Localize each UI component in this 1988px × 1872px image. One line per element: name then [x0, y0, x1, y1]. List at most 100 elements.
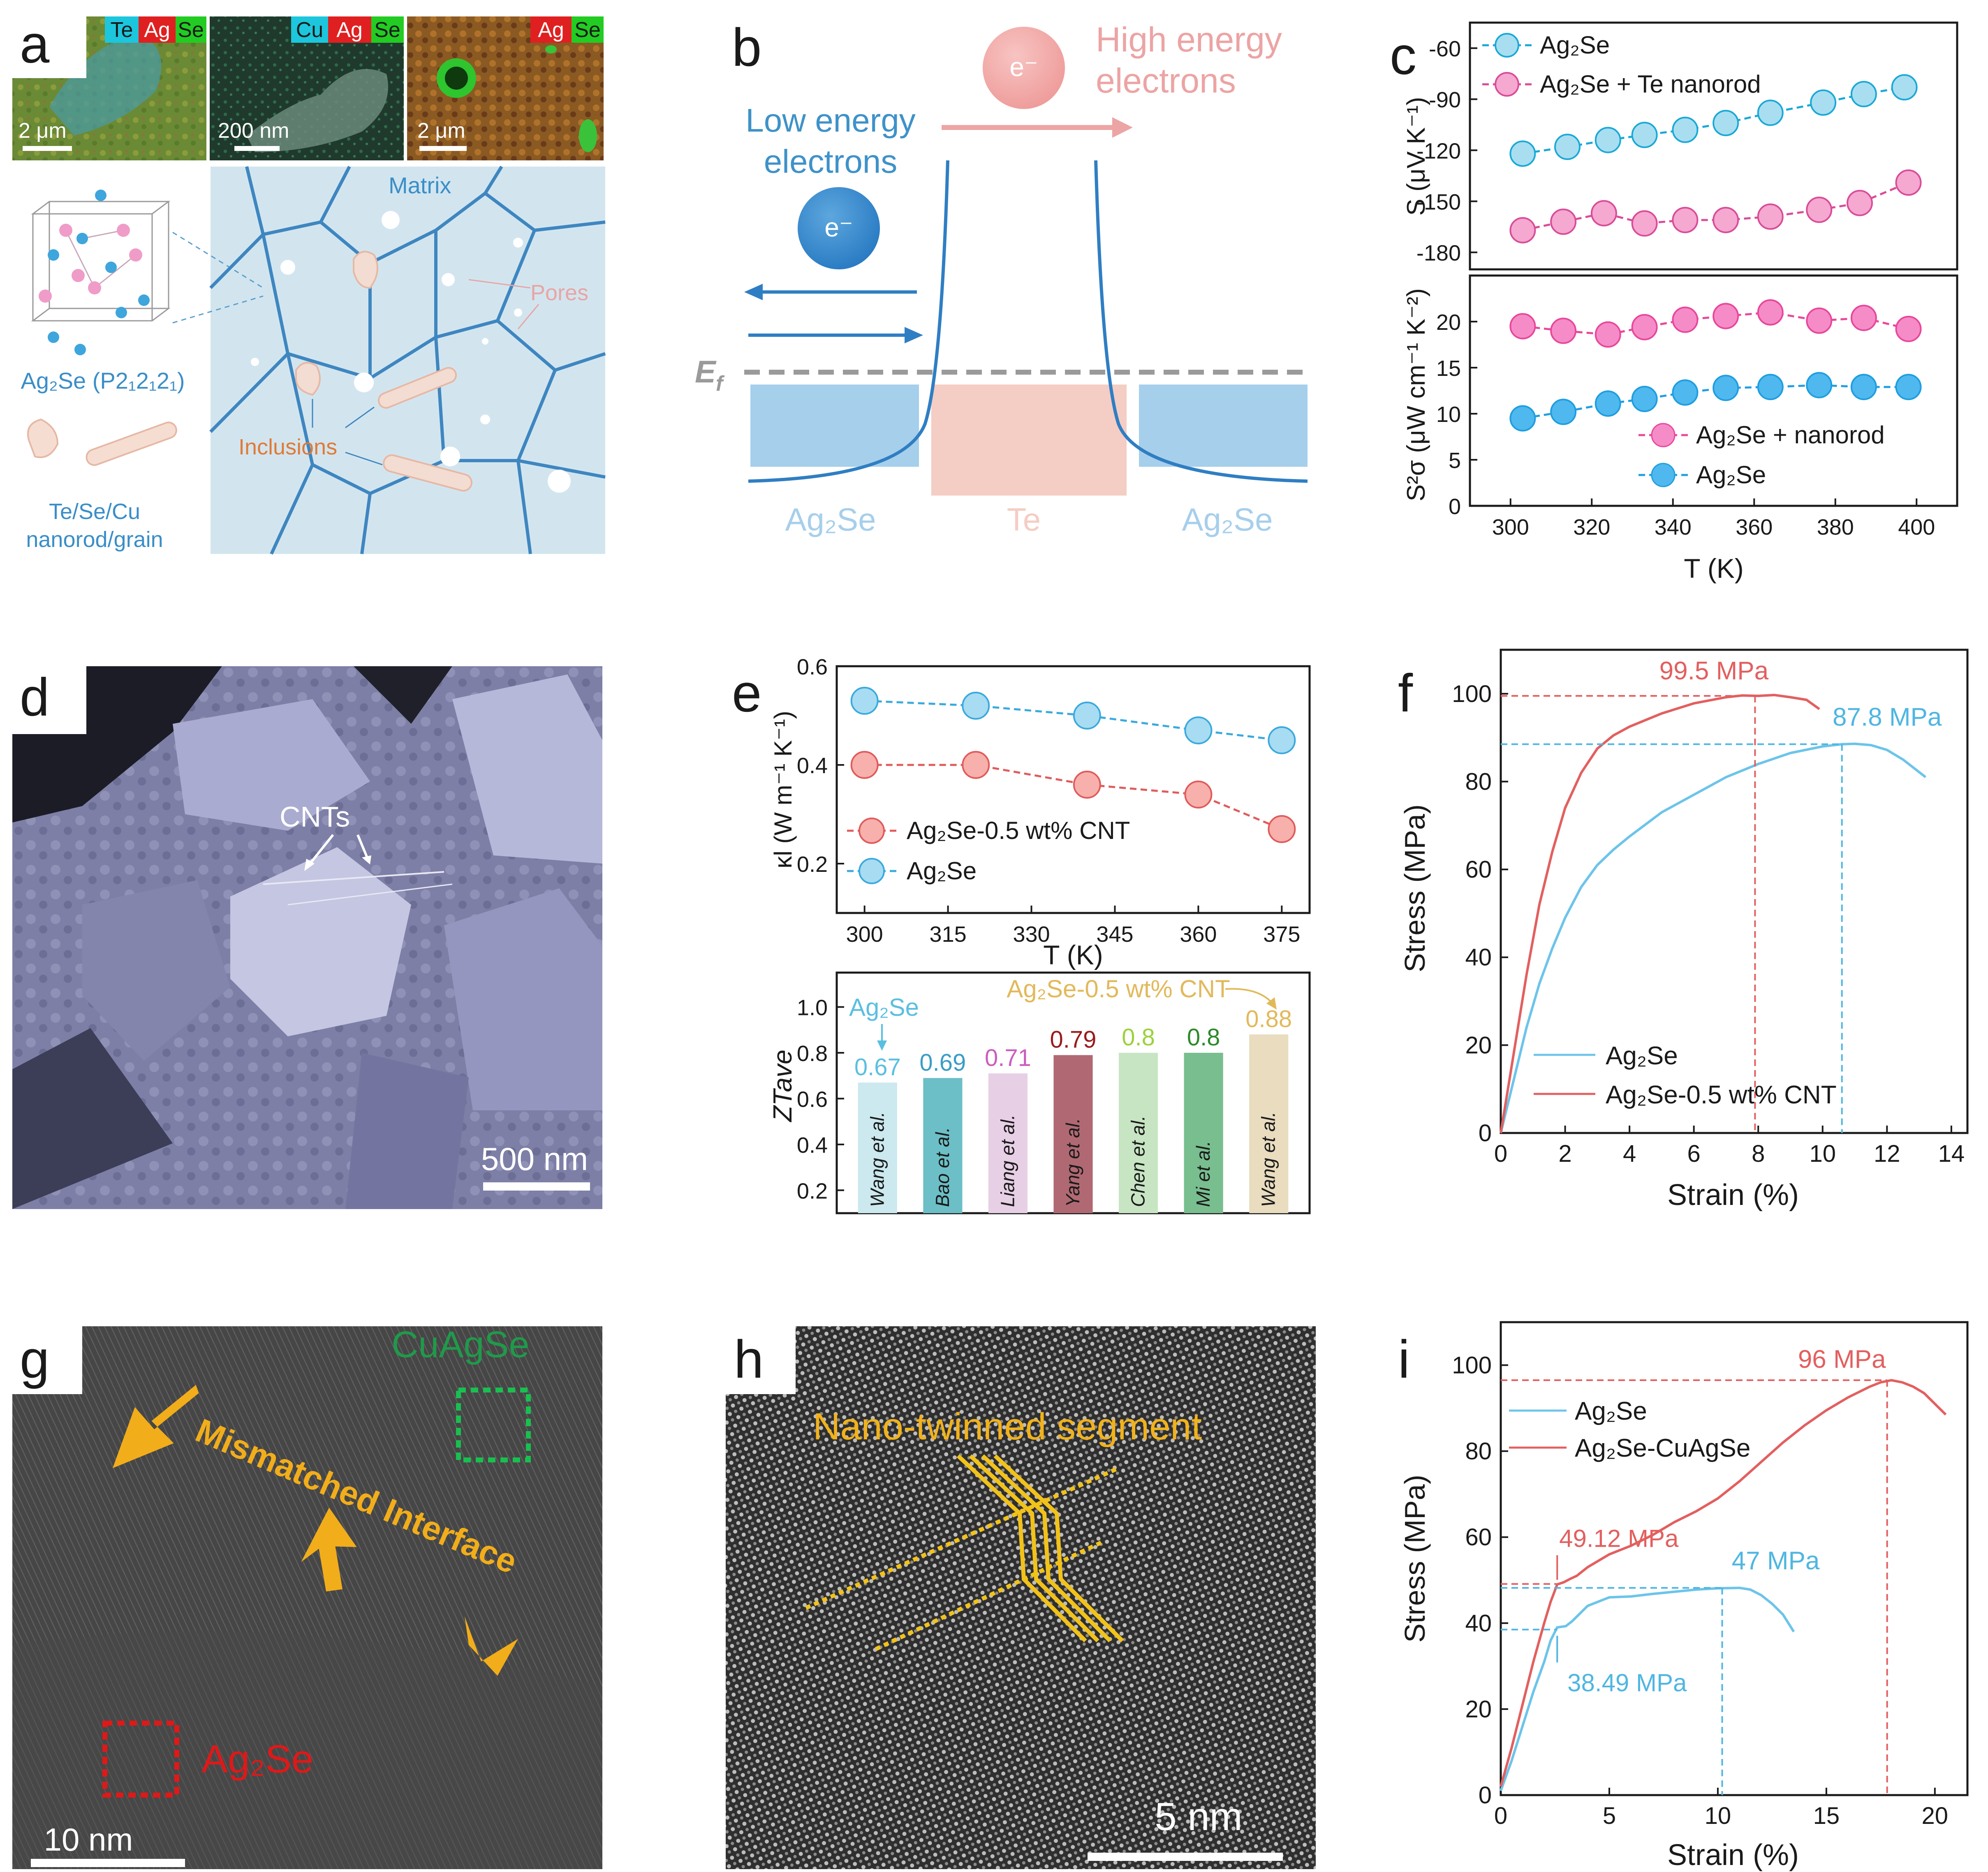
legend-label: Ag₂Se-CuAgSe — [1575, 1434, 1750, 1462]
legend-label: Ag₂Se + nanorod — [1696, 421, 1885, 449]
material-label-right: Ag₂Se — [1182, 501, 1273, 538]
eds-map-3: Ag Se 2 μm — [407, 16, 604, 160]
y-tick-label: 0 — [1479, 1782, 1492, 1809]
data-point — [1550, 209, 1577, 235]
y-tick-label: 0 — [1479, 1120, 1492, 1147]
series-line — [1500, 742, 1927, 1133]
ag2se-label: Ag₂Se — [201, 1737, 313, 1781]
y-tick-label: 80 — [1465, 768, 1492, 795]
bar-category-label: Wang et al. — [1258, 1112, 1279, 1207]
atom — [95, 190, 106, 201]
eds-te-label: Te — [111, 18, 133, 42]
chart-c-bottom: 0 5 10 15 20 300 320 340 360 380 400 — [1436, 299, 1935, 540]
panel-letter-a: a — [20, 14, 50, 74]
selection-box — [102, 1721, 179, 1798]
bar — [1249, 1034, 1289, 1213]
data-point — [1810, 89, 1837, 116]
data-point — [1268, 726, 1296, 754]
ag2se-band-left — [750, 385, 919, 467]
x-tick-label: 4 — [1623, 1140, 1636, 1167]
x-axis-title: T (K) — [1043, 940, 1103, 970]
bar — [1119, 1053, 1158, 1213]
data-point — [1806, 307, 1833, 334]
x-tick-label: 315 — [930, 922, 967, 947]
atom — [105, 262, 117, 273]
data-point — [1713, 303, 1739, 329]
x-tick-label: 0 — [1494, 1140, 1507, 1167]
bar-category-label: Wang et al. — [866, 1112, 888, 1207]
atom — [74, 344, 86, 355]
panel-letter-h: h — [734, 1329, 764, 1389]
bar — [858, 1082, 897, 1213]
panel-g: g CuAgSe Mismatched Interface Ag₂Se 10 n… — [12, 1324, 602, 1869]
y-tick-label: 0.2 — [797, 852, 828, 877]
data-point — [1850, 374, 1877, 401]
x-tick-label: 360 — [1736, 515, 1773, 540]
scale-bar — [23, 146, 72, 151]
data-point — [1631, 122, 1658, 148]
y-axis-title: S²σ (μW cm⁻¹ K⁻²) — [1402, 288, 1430, 501]
data-point — [1891, 74, 1918, 101]
arrow-icon — [113, 1385, 199, 1468]
panel-i: i 0 20 40 60 80 100 0 5 10 15 20 96 MPa 49.12 MPa 47 … — [1398, 1321, 1969, 1872]
scale-bar-label: 10 nm — [44, 1821, 133, 1858]
legend-label: Ag₂Se — [1540, 31, 1610, 59]
data-point — [1595, 127, 1621, 153]
shapes-label-2: nanorod/grain — [26, 527, 163, 552]
bar-category-label: Chen et al. — [1127, 1116, 1149, 1207]
y-tick-label: 20 — [1436, 310, 1461, 335]
bar — [988, 1073, 1028, 1213]
letter-box — [12, 666, 86, 734]
data-point — [1073, 771, 1101, 799]
y-tick-label: 0.4 — [797, 753, 828, 778]
y-tick-label: 60 — [1465, 856, 1492, 883]
chart-c-top: -60 -90 -120 -150 -180 — [1416, 37, 1922, 266]
arrow-icon — [1266, 997, 1277, 1010]
series-line — [1522, 86, 1905, 155]
chart-e-top: 0.2 0.4 0.6 300 315 330 345 360 375 — [797, 655, 1300, 947]
x-tick-label: 375 — [1263, 922, 1300, 947]
eds-map-2: Cu Ag Se 200 nm — [210, 16, 404, 160]
bar-category-label: Liang et al. — [997, 1114, 1018, 1207]
atom — [72, 269, 85, 282]
chart-f: 0 20 40 60 80 100 0 2 4 6 8 10 12 14 99.5 MPa 87.8 MPa — [1452, 657, 1965, 1167]
y-tick-label: -60 — [1429, 37, 1461, 61]
series-line — [1522, 384, 1909, 419]
barrier-right — [1094, 160, 1308, 483]
x-tick-label: 360 — [1180, 922, 1217, 947]
data-point — [1757, 374, 1784, 401]
scale-bar-label: 200 nm — [218, 119, 289, 143]
panel-h: h Nano-twinned segment 5 nm — [726, 1326, 1316, 1869]
atom — [116, 307, 127, 318]
x-tick-label: 300 — [1492, 515, 1529, 540]
arrow-icon — [304, 859, 315, 871]
legend-marker — [1651, 423, 1676, 447]
data-point — [1757, 203, 1784, 230]
y-tick-label: -150 — [1416, 190, 1461, 214]
atom — [76, 233, 88, 244]
series-line — [864, 764, 1282, 830]
atom — [117, 224, 130, 237]
electron-label: e⁻ — [1009, 52, 1038, 82]
data-point — [1713, 207, 1739, 233]
y-axis-title: ZTave — [768, 1050, 797, 1123]
y-tick-label: 60 — [1465, 1524, 1492, 1551]
series-line — [1500, 1379, 1947, 1787]
legend-label: Ag₂Se — [907, 857, 977, 885]
annotation-label: 96 MPa — [1798, 1345, 1886, 1374]
x-tick-label: 0 — [1494, 1802, 1507, 1829]
inclusions-label: Inclusions — [238, 435, 337, 459]
scale-bar — [1088, 1853, 1283, 1861]
data-point — [1895, 374, 1922, 401]
legend-marker — [1495, 72, 1519, 97]
x-axis-title: Strain (%) — [1667, 1179, 1799, 1212]
cnts-label: CNTs — [280, 801, 350, 833]
eds-se-label: Se — [374, 18, 400, 42]
scale-bar-label: 2 μm — [417, 119, 465, 143]
x-axis-title: T (K) — [1684, 553, 1743, 584]
data-point — [1672, 116, 1699, 143]
annotation-label: 49.12 MPa — [1559, 1525, 1679, 1552]
y-tick-label: 0.6 — [797, 1087, 828, 1112]
y-tick-label: 0.4 — [797, 1133, 828, 1158]
